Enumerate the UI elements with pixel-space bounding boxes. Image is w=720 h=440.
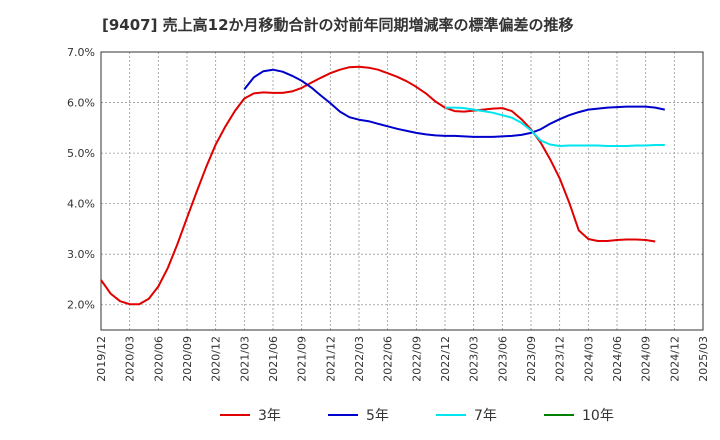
x-tick-label: 2022/03 bbox=[353, 336, 366, 382]
x-tick-label: 2020/09 bbox=[181, 336, 194, 382]
series-lines bbox=[100, 65, 666, 306]
series-line-3年 bbox=[100, 65, 656, 306]
y-axis-ticks: 2.0% 3.0% 4.0% 5.0% 6.0% 7.0% bbox=[67, 46, 95, 312]
x-tick-label: 2020/03 bbox=[124, 336, 137, 382]
legend-label: 7年 bbox=[474, 408, 497, 424]
y-tick-label: 5.0% bbox=[67, 147, 95, 160]
x-tick-label: 2024/09 bbox=[640, 336, 653, 382]
x-tick-label: 2024/03 bbox=[582, 336, 595, 382]
x-tick-label: 2022/12 bbox=[439, 336, 452, 382]
x-tick-label: 2023/09 bbox=[525, 336, 538, 382]
plot-area-frame bbox=[100, 51, 704, 331]
series-line-5年 bbox=[243, 68, 666, 138]
x-tick-label: 2023/12 bbox=[554, 336, 567, 382]
x-tick-label: 2025/03 bbox=[697, 336, 710, 382]
legend: 3年 5年 7年 10年 bbox=[220, 408, 614, 424]
legend-label: 3年 bbox=[258, 408, 281, 424]
x-tick-label: 2021/09 bbox=[296, 336, 309, 382]
y-tick-label: 3.0% bbox=[67, 248, 95, 261]
x-tick-label: 2022/06 bbox=[382, 336, 395, 382]
x-tick-label: 2020/06 bbox=[152, 336, 165, 382]
x-tick-label: 2020/12 bbox=[210, 336, 223, 382]
x-tick-label: 2024/06 bbox=[611, 336, 624, 382]
legend-label: 5年 bbox=[366, 408, 389, 424]
x-tick-label: 2019/12 bbox=[95, 336, 108, 382]
grid-lines bbox=[100, 51, 704, 330]
legend-label: 10年 bbox=[582, 408, 614, 424]
x-axis-ticks: 2019/12 2020/03 2020/06 2020/09 2020/12 2021/… bbox=[95, 336, 710, 382]
x-tick-label: 2023/06 bbox=[496, 336, 509, 382]
x-tick-label: 2021/03 bbox=[238, 336, 251, 382]
chart-title: [9407] 売上高12か月移動合計の対前年同期増減率の標準偏差の推移 bbox=[102, 16, 574, 34]
y-tick-label: 2.0% bbox=[67, 299, 95, 312]
x-tick-label: 2021/06 bbox=[267, 336, 280, 382]
series-line-7年 bbox=[445, 106, 665, 147]
x-tick-label: 2023/03 bbox=[468, 336, 481, 382]
y-tick-label: 4.0% bbox=[67, 198, 95, 211]
x-tick-label: 2024/12 bbox=[668, 336, 681, 382]
x-tick-label: 2021/12 bbox=[324, 336, 337, 382]
x-tick-label: 2022/09 bbox=[410, 336, 423, 382]
y-tick-label: 7.0% bbox=[67, 46, 95, 59]
y-tick-label: 6.0% bbox=[67, 97, 95, 110]
